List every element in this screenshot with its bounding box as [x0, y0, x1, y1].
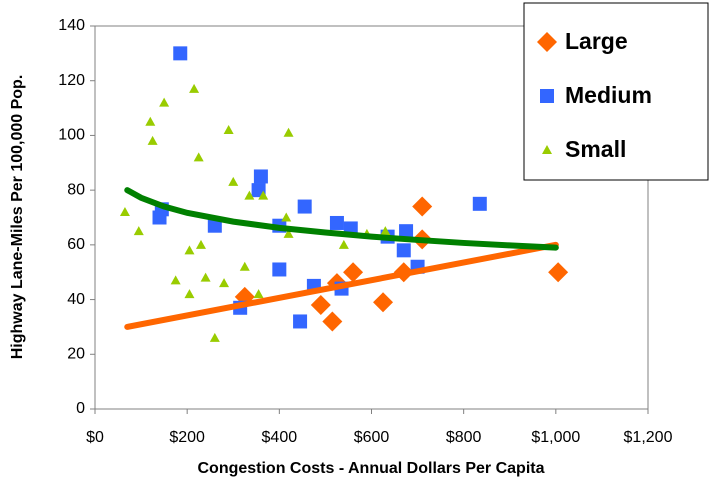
x-tick-label: $0	[86, 429, 104, 446]
point	[239, 261, 250, 271]
y-tick-label: 40	[67, 291, 85, 308]
point	[173, 46, 188, 61]
y-tick-label: 140	[58, 17, 85, 34]
x-axis-title: Congestion Costs - Annual Dollars Per Ca…	[197, 460, 544, 477]
point	[472, 196, 487, 211]
point	[253, 289, 264, 299]
point	[200, 272, 211, 282]
point	[322, 311, 343, 332]
point	[329, 215, 344, 230]
point	[281, 212, 292, 222]
y-tick-label: 0	[76, 400, 85, 417]
point	[133, 226, 144, 236]
trend-line	[124, 241, 559, 330]
legend-marker	[540, 89, 554, 103]
point	[253, 169, 268, 184]
legend-marker	[542, 145, 552, 154]
point	[184, 289, 195, 299]
point	[184, 245, 195, 255]
point	[145, 116, 156, 126]
point	[147, 135, 158, 145]
point	[228, 176, 239, 186]
point	[343, 262, 364, 283]
legend-label: Small	[565, 136, 626, 162]
point	[297, 199, 312, 214]
point	[283, 127, 294, 137]
y-tick-label: 120	[58, 72, 85, 89]
x-tick-label: $800	[446, 429, 482, 446]
point	[195, 239, 206, 249]
point	[380, 226, 391, 236]
point	[219, 278, 230, 288]
point	[119, 207, 130, 217]
y-axis-title: Highway Lane-Miles Per 100,000 Pop.	[9, 75, 26, 360]
point	[338, 239, 349, 249]
y-tick-label: 80	[67, 181, 85, 198]
point	[209, 332, 220, 342]
point	[207, 218, 222, 233]
point	[310, 295, 331, 316]
legend	[523, 2, 709, 181]
legend-marker	[537, 32, 557, 52]
point	[272, 262, 287, 277]
point	[396, 243, 411, 258]
legend-label: Medium	[565, 82, 652, 108]
point	[159, 97, 170, 107]
point	[548, 262, 569, 283]
point	[193, 152, 204, 162]
point	[244, 190, 255, 200]
trend-line	[124, 187, 559, 251]
point	[412, 196, 433, 217]
point	[373, 292, 394, 313]
point	[189, 83, 200, 93]
x-tick-label: $1,200	[624, 429, 673, 446]
point	[258, 190, 269, 200]
y-tick-label: 100	[58, 127, 85, 144]
point	[170, 275, 181, 285]
x-tick-label: $400	[262, 429, 298, 446]
point	[223, 124, 234, 134]
x-tick-label: $200	[169, 429, 205, 446]
point	[399, 224, 414, 239]
point	[293, 314, 308, 329]
x-tick-label: $1,000	[531, 429, 580, 446]
y-tick-label: 60	[67, 236, 85, 253]
y-tick-label: 20	[67, 346, 85, 363]
point	[283, 228, 294, 238]
x-tick-label: $600	[354, 429, 390, 446]
legend-label: Large	[565, 28, 628, 54]
